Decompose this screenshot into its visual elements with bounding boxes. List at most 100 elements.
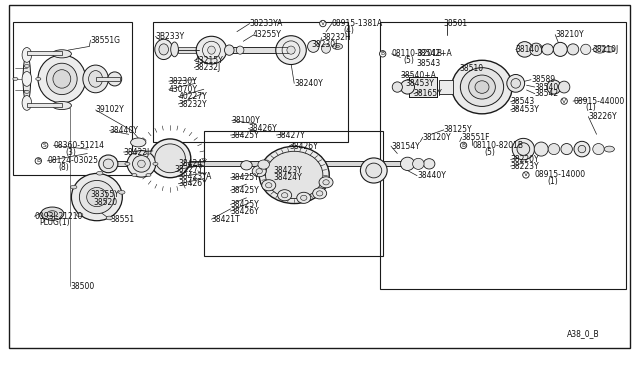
Text: 08360-51214: 08360-51214 <box>54 141 104 150</box>
Circle shape <box>36 77 41 80</box>
Text: (5): (5) <box>484 148 495 157</box>
Circle shape <box>131 138 146 147</box>
Ellipse shape <box>88 71 102 87</box>
Text: 08124-03025: 08124-03025 <box>47 156 98 166</box>
Ellipse shape <box>323 180 329 185</box>
Ellipse shape <box>53 70 71 88</box>
Bar <box>13 22 132 175</box>
Text: B: B <box>36 158 40 163</box>
Text: 38424Y: 38424Y <box>274 173 303 182</box>
Bar <box>27 51 62 55</box>
Ellipse shape <box>574 141 590 157</box>
Ellipse shape <box>79 180 115 214</box>
Text: (4): (4) <box>344 26 355 35</box>
Text: 38425Y: 38425Y <box>230 131 259 140</box>
Ellipse shape <box>52 102 72 110</box>
Bar <box>228 47 293 53</box>
Ellipse shape <box>207 46 215 54</box>
Text: (5): (5) <box>404 56 415 65</box>
Ellipse shape <box>561 144 572 155</box>
Ellipse shape <box>241 161 252 170</box>
Ellipse shape <box>22 48 31 62</box>
Ellipse shape <box>401 80 415 94</box>
Bar <box>439 80 453 94</box>
Text: 38589: 38589 <box>531 75 555 84</box>
Text: 38230Y: 38230Y <box>169 77 198 86</box>
Ellipse shape <box>319 177 333 188</box>
Bar <box>380 22 627 289</box>
Ellipse shape <box>155 39 173 60</box>
Bar <box>204 131 383 256</box>
Text: (1): (1) <box>548 177 558 186</box>
Text: 38440Y: 38440Y <box>417 171 446 180</box>
Circle shape <box>604 46 614 52</box>
Text: 38240Y: 38240Y <box>294 79 323 88</box>
Text: 38223Y: 38223Y <box>511 161 540 170</box>
Ellipse shape <box>159 44 168 55</box>
Text: 38226Y: 38226Y <box>588 112 617 121</box>
Ellipse shape <box>534 142 548 156</box>
Text: 38210Y: 38210Y <box>555 30 584 39</box>
Text: A38_0_B: A38_0_B <box>566 329 599 338</box>
Ellipse shape <box>301 195 307 201</box>
Bar <box>95 77 120 81</box>
Text: V: V <box>524 173 528 177</box>
Ellipse shape <box>313 188 326 199</box>
Circle shape <box>24 90 29 93</box>
Bar <box>179 47 212 53</box>
Text: 38227Y: 38227Y <box>175 165 203 174</box>
Circle shape <box>76 213 83 217</box>
Circle shape <box>118 190 125 194</box>
Ellipse shape <box>392 82 403 92</box>
Ellipse shape <box>38 55 86 103</box>
Text: 38500: 38500 <box>70 282 94 291</box>
Text: 38540: 38540 <box>535 83 559 92</box>
Text: PLUG(1): PLUG(1) <box>40 218 70 227</box>
Ellipse shape <box>475 81 489 93</box>
Bar <box>153 22 348 142</box>
Ellipse shape <box>424 159 435 169</box>
Text: 38232H: 38232H <box>321 33 351 42</box>
Circle shape <box>125 162 130 165</box>
Text: 38551G: 38551G <box>90 36 120 45</box>
Text: 38140Y: 38140Y <box>516 45 545 54</box>
Text: 38220Y: 38220Y <box>511 155 540 164</box>
Ellipse shape <box>252 166 266 177</box>
Text: 08110-8201B: 08110-8201B <box>472 141 524 150</box>
Ellipse shape <box>256 169 262 174</box>
Ellipse shape <box>530 43 543 56</box>
Ellipse shape <box>23 55 31 103</box>
Ellipse shape <box>47 63 77 94</box>
Ellipse shape <box>308 41 319 52</box>
Ellipse shape <box>266 151 323 199</box>
Text: 38425Y: 38425Y <box>230 186 259 195</box>
Text: V: V <box>562 99 566 103</box>
Ellipse shape <box>155 144 186 173</box>
Ellipse shape <box>547 80 561 94</box>
Text: 38230J: 38230J <box>312 41 338 49</box>
Circle shape <box>146 174 151 177</box>
Ellipse shape <box>517 143 530 155</box>
Text: 38543: 38543 <box>417 59 441 68</box>
Text: 38355Y: 38355Y <box>90 190 120 199</box>
Text: 38427Y: 38427Y <box>276 131 305 140</box>
Text: 08915-44000: 08915-44000 <box>573 97 624 106</box>
Ellipse shape <box>366 163 381 178</box>
Ellipse shape <box>127 151 156 177</box>
Circle shape <box>70 185 77 189</box>
Ellipse shape <box>321 44 330 53</box>
Ellipse shape <box>413 158 424 169</box>
Ellipse shape <box>149 139 191 178</box>
Ellipse shape <box>578 145 586 153</box>
Ellipse shape <box>22 71 31 86</box>
Ellipse shape <box>297 192 311 203</box>
Ellipse shape <box>138 160 145 167</box>
Ellipse shape <box>171 42 179 57</box>
Text: V: V <box>321 21 325 26</box>
Ellipse shape <box>360 158 387 183</box>
Text: 38426Y: 38426Y <box>179 179 207 188</box>
Ellipse shape <box>542 44 554 55</box>
Text: B: B <box>381 51 385 56</box>
Ellipse shape <box>401 157 415 170</box>
Ellipse shape <box>282 193 288 198</box>
